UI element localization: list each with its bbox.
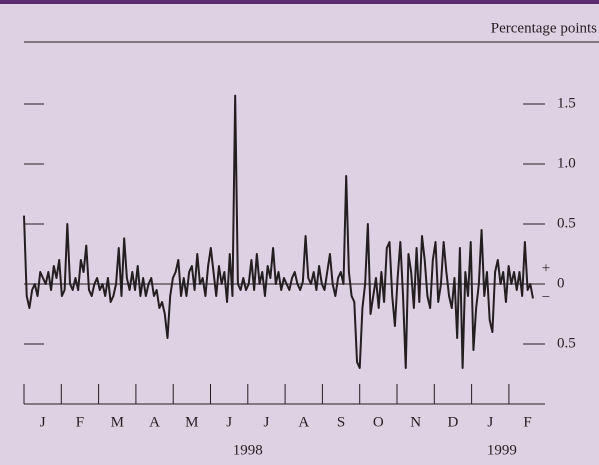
x-tick-label: A (149, 414, 160, 430)
x-tick-label: J (40, 414, 46, 430)
zero-sign-minus: − (542, 289, 550, 305)
unit-label: Percentage points (491, 20, 597, 36)
y-tick-label: 0.5 (557, 215, 576, 231)
top-rule (0, 0, 599, 4)
x-tick-label: N (410, 414, 421, 430)
y-tick-label: 0.5 (557, 335, 576, 351)
x-tick-label: A (298, 414, 309, 430)
x-tick-label: J (487, 414, 493, 430)
zero-sign-plus: + (542, 260, 550, 276)
x-tick-label: F (523, 414, 531, 430)
x-tick-label: J (226, 414, 232, 430)
y-tick-label: 0 (557, 275, 565, 291)
y-tick-label: 1.0 (557, 155, 576, 171)
year-label: 1999 (487, 442, 517, 458)
y-tick-label: 1.5 (557, 95, 576, 111)
year-label: 1998 (233, 442, 263, 458)
data-line (23, 94, 534, 369)
x-tick-label: O (373, 414, 384, 430)
x-tick-label: D (448, 414, 459, 430)
x-tick-label: S (337, 414, 345, 430)
x-tick-label: F (76, 414, 84, 430)
x-tick-label: M (111, 414, 124, 430)
x-tick-label: J (264, 414, 270, 430)
x-tick-label: M (185, 414, 198, 430)
